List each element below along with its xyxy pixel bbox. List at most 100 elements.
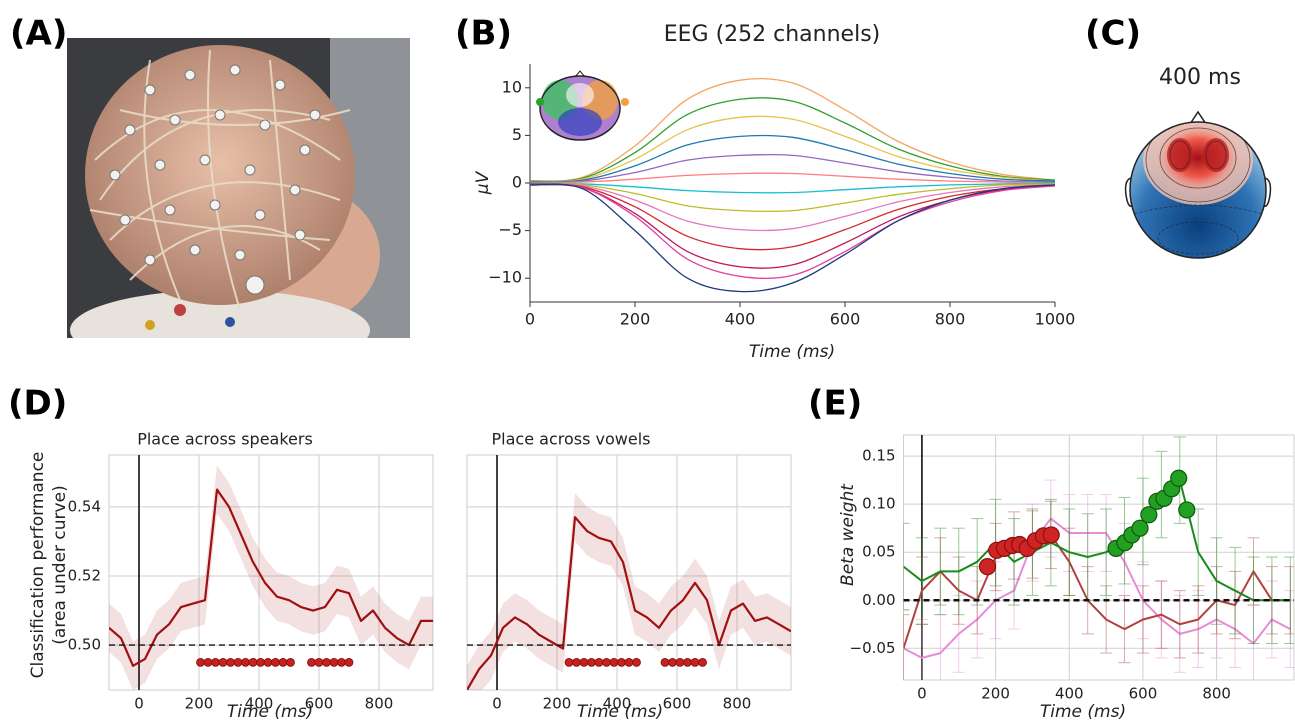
x-tick-label: 200 bbox=[185, 695, 214, 713]
x-axis-label: Time (ms) bbox=[1040, 702, 1126, 722]
panel-label: (A) bbox=[10, 14, 67, 54]
x-axis-label: Time (ms) bbox=[749, 342, 835, 362]
plot-area bbox=[467, 455, 791, 690]
chart-title: EEG (252 channels) bbox=[664, 22, 881, 47]
x-tick-label: 600 bbox=[663, 695, 692, 713]
error-bar bbox=[903, 522, 910, 611]
plot-area bbox=[903, 435, 1294, 680]
significance-dot bbox=[587, 657, 596, 667]
significance-dot bbox=[314, 657, 324, 667]
significance-dot bbox=[632, 657, 641, 667]
y-tick-label: 0.54 bbox=[68, 497, 101, 515]
series-line bbox=[530, 153, 1055, 183]
series-line bbox=[530, 183, 1055, 232]
x-tick-label: 800 bbox=[723, 695, 752, 713]
y-tick-label: 10 bbox=[502, 77, 522, 96]
y-tick-label: 0.15 bbox=[862, 447, 895, 465]
x-axis-label: Time (ms) bbox=[227, 702, 313, 722]
frame bbox=[466, 454, 792, 691]
topomap: 400 ms bbox=[1124, 65, 1272, 259]
panel-label: (D) bbox=[8, 384, 67, 424]
frame bbox=[108, 454, 434, 691]
significant-marker bbox=[1042, 526, 1060, 544]
significance-dot bbox=[344, 657, 354, 667]
significance-dot bbox=[660, 657, 670, 667]
x-tick-label: 800 bbox=[1202, 685, 1231, 703]
series-line bbox=[530, 172, 1055, 184]
series-line bbox=[109, 488, 433, 667]
chart: 0 200 400 600 800 Place across vowels Time (ms… bbox=[466, 430, 792, 722]
significance-dot bbox=[278, 657, 288, 667]
significant-marker bbox=[1178, 501, 1196, 519]
topomap-title: 400 ms bbox=[1159, 65, 1241, 90]
y-tick-label: 0.05 bbox=[862, 543, 895, 561]
chart: 0 200 400 600 800 −0.05 0.00 0.05 0.10 0.15 Time (… bbox=[838, 434, 1295, 722]
photo bbox=[67, 38, 410, 338]
chart-title: Place across speakers bbox=[137, 430, 313, 449]
x-tick-label: 800 bbox=[365, 695, 394, 713]
significance-dot bbox=[675, 657, 685, 667]
confidence-band bbox=[109, 465, 433, 690]
significance-dot bbox=[668, 657, 677, 667]
significance-dot bbox=[602, 657, 611, 667]
series-line bbox=[903, 517, 1291, 659]
significance-dot bbox=[263, 657, 273, 667]
y-axis-label: (area under curve) bbox=[50, 485, 70, 644]
x-tick-label: 600 bbox=[1129, 685, 1158, 703]
significance-dot bbox=[337, 657, 346, 667]
significant-marker bbox=[1140, 506, 1158, 524]
significance-dot bbox=[196, 657, 205, 667]
x-tick-label: 400 bbox=[603, 695, 632, 713]
significance-dot bbox=[271, 657, 280, 667]
significance-dot bbox=[572, 657, 581, 667]
significance-dot bbox=[624, 657, 634, 667]
x-tick-label: 0 bbox=[134, 695, 144, 713]
x-tick-label: 600 bbox=[830, 310, 861, 329]
series-line bbox=[530, 183, 1055, 213]
y-tick-label: −0.05 bbox=[850, 639, 896, 657]
significance-dot bbox=[248, 657, 258, 667]
x-tick-label: 400 bbox=[1055, 685, 1084, 703]
y-tick-label: −5 bbox=[498, 220, 522, 239]
significance-dot bbox=[617, 657, 626, 667]
series-line bbox=[530, 184, 1055, 269]
x-tick-label: 600 bbox=[305, 695, 334, 713]
significance-dot bbox=[241, 657, 250, 667]
series-line bbox=[467, 516, 791, 690]
sensor-inset bbox=[536, 70, 629, 141]
significance-dot bbox=[329, 657, 339, 667]
y-tick-label: −10 bbox=[488, 268, 522, 287]
significant-marker bbox=[1131, 519, 1149, 537]
y-axis-label: Classification performance bbox=[28, 452, 48, 679]
series-line bbox=[530, 77, 1055, 182]
frame bbox=[903, 434, 1295, 681]
significance-dot bbox=[322, 657, 331, 667]
y-tick-label: 0.00 bbox=[862, 591, 895, 609]
panel-label: (E) bbox=[808, 384, 862, 424]
chart: 0 200 400 600 800 1000 −10 −5 0 5 10 EEG (252 chann… bbox=[473, 22, 1075, 362]
series-line bbox=[530, 183, 1055, 293]
significance-dot bbox=[256, 657, 265, 667]
x-tick-label: 800 bbox=[935, 310, 966, 329]
x-tick-label: 0 bbox=[917, 685, 927, 703]
significance-dot bbox=[286, 657, 295, 667]
series-line bbox=[530, 183, 1055, 251]
significance-dot bbox=[698, 657, 707, 667]
series-line bbox=[530, 183, 1055, 280]
error-bar bbox=[903, 609, 910, 680]
significance-dot bbox=[594, 657, 604, 667]
y-tick-label: 0.10 bbox=[862, 495, 895, 513]
x-tick-label: 200 bbox=[543, 695, 572, 713]
significance-dot bbox=[690, 657, 700, 667]
plot-area bbox=[530, 77, 1055, 293]
significance-dot bbox=[226, 657, 235, 667]
panel-label: (B) bbox=[455, 14, 512, 54]
significant-marker bbox=[978, 558, 997, 576]
chart-title: Place across vowels bbox=[492, 430, 651, 449]
significant-marker bbox=[1170, 469, 1188, 487]
x-tick-label: 200 bbox=[620, 310, 651, 329]
significance-dot bbox=[579, 657, 589, 667]
x-tick-label: 0 bbox=[525, 310, 535, 329]
x-axis-label: Time (ms) bbox=[577, 702, 663, 722]
